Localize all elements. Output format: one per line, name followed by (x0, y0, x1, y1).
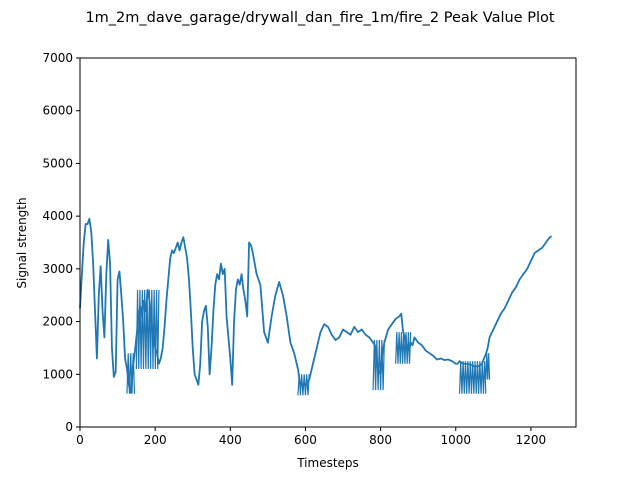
oscillation-band (126, 353, 136, 394)
y-tick-label: 1000 (42, 367, 73, 381)
y-tick-label: 3000 (42, 262, 73, 276)
y-tick-label: 2000 (42, 315, 73, 329)
x-tick-label: 1000 (440, 433, 471, 447)
x-tick-label: 200 (144, 433, 167, 447)
oscillation-band (297, 374, 310, 396)
x-tick-label: 1200 (516, 433, 547, 447)
y-tick-label: 4000 (42, 209, 73, 223)
signal-strength-line (79, 217, 553, 394)
y-tick-label: 5000 (42, 156, 73, 170)
x-tick-label: 600 (294, 433, 317, 447)
y-axis: 0 1000 2000 3000 4000 5000 6000 7000 (42, 51, 80, 434)
x-tick-label: 0 (76, 433, 84, 447)
x-tick-label: 800 (369, 433, 392, 447)
x-axis-label: Timesteps (296, 456, 359, 470)
chart-title: 1m_2m_dave_garage/drywall_dan_fire_1m/fi… (85, 10, 554, 26)
y-tick-label: 6000 (42, 104, 73, 118)
y-tick-label: 7000 (42, 51, 73, 65)
oscillation-band (135, 289, 160, 370)
oscillation-band (485, 353, 491, 380)
x-tick-label: 400 (219, 433, 242, 447)
oscillation-band (458, 361, 487, 394)
y-tick-label: 0 (65, 420, 73, 434)
y-axis-label: Signal strength (15, 197, 29, 288)
x-axis: 0 200 400 600 800 1000 1200 (76, 427, 546, 447)
oscillation-band (372, 340, 385, 391)
plot-frame (79, 57, 577, 428)
oscillation-band (395, 332, 412, 364)
plot-area (79, 217, 553, 396)
